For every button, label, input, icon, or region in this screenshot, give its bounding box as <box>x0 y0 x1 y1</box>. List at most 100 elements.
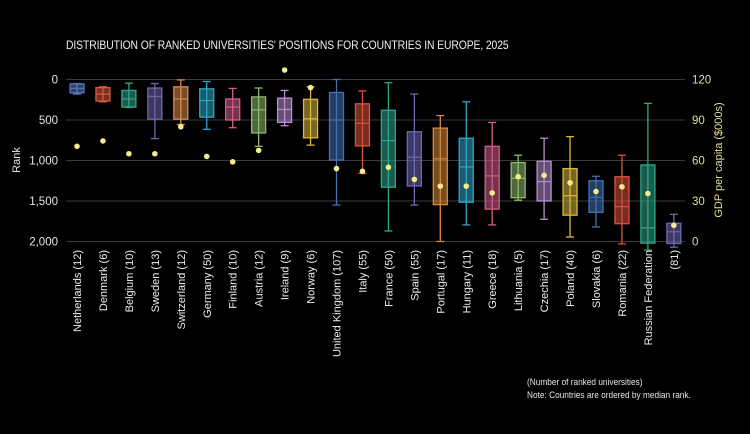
box-21 <box>614 154 630 245</box>
gdp-tick-label: 30 <box>692 196 705 208</box>
iqr-box <box>380 109 397 188</box>
gdp-dot <box>255 147 262 154</box>
category-label: (81) <box>669 250 681 270</box>
category-label: Netherlands (12) <box>72 250 84 332</box>
iqr-box <box>432 127 448 206</box>
rank-axis-title: Rank <box>11 147 23 173</box>
box-1 <box>95 86 111 103</box>
gdp-dot <box>152 150 158 157</box>
gdp-dot <box>489 190 496 196</box>
note-ordering: Note: Countries are ordered by median ra… <box>527 390 691 400</box>
category-label: Romania (22) <box>617 250 629 317</box>
box-5 <box>199 80 215 130</box>
category-label: Belgium (10) <box>124 250 136 312</box>
iqr-box <box>173 86 189 120</box>
box-11 <box>354 90 371 175</box>
category-label: Czechia (17) <box>539 250 551 312</box>
category-label: Hungary (11) <box>461 250 473 313</box>
iqr-box <box>640 164 656 244</box>
category-label: Denmark (6) <box>98 250 110 311</box>
gdp-dot <box>74 143 80 150</box>
iqr-box <box>614 176 630 225</box>
iqr-box <box>250 96 267 134</box>
gdp-dot <box>437 183 444 189</box>
gridlines <box>66 79 685 242</box>
gdp-dots <box>74 67 677 229</box>
note-number-of-universities: (Number of ranked universities) <box>527 377 643 387</box>
box-0 <box>69 82 85 95</box>
category-label: Ireland (9) <box>280 250 292 300</box>
gdp-axis-ticks: 120 90 60 30 0 <box>692 75 711 249</box>
box-19 <box>562 135 578 238</box>
category-label: Sweden (13) <box>150 250 162 312</box>
category-labels: Netherlands (12) Denmark (6) Belgium (10) S… <box>72 250 681 357</box>
gdp-dot <box>645 190 651 197</box>
gdp-dot <box>567 179 573 186</box>
box-14 <box>432 114 448 243</box>
gdp-tick-label: 60 <box>692 156 705 168</box>
gdp-tick-label: 120 <box>692 75 711 87</box>
iqr-box <box>199 88 215 118</box>
box-22 <box>640 102 656 251</box>
box-6 <box>225 87 241 129</box>
iqr-box <box>510 161 526 199</box>
gdp-tick-label: 0 <box>692 237 698 249</box>
category-label: Switzerland (12) <box>176 250 188 329</box>
gdp-dot <box>126 150 132 157</box>
box-23 <box>666 213 682 248</box>
iqr-box <box>276 97 293 124</box>
box-15 <box>458 101 474 226</box>
gdp-dot <box>671 222 677 229</box>
boxes <box>69 78 682 251</box>
box-12 <box>380 82 397 232</box>
iqr-box <box>225 98 241 121</box>
category-label: France (50) <box>383 250 395 307</box>
box-10 <box>328 78 345 206</box>
category-label: Poland (40) <box>565 250 577 307</box>
rank-tick-label: 0 <box>52 75 58 87</box>
box-13 <box>406 93 423 206</box>
chart-title: DISTRIBUTION OF RANKED UNIVERSITIES' POS… <box>66 40 509 52</box>
category-label: Norway (6) <box>306 250 318 304</box>
category-label: Russian Federation <box>643 250 655 345</box>
box-9 <box>302 86 319 146</box>
category-label: United Kingdom (107) <box>332 250 344 357</box>
category-label: Spain (55) <box>409 250 421 301</box>
gdp-dot <box>541 172 547 179</box>
box-2 <box>121 82 137 109</box>
iqr-box <box>328 91 345 161</box>
category-label: Greece (18) <box>487 250 499 309</box>
box-18 <box>536 137 552 220</box>
iqr-box <box>458 137 474 203</box>
rank-tick-label: 2,000 <box>29 237 58 249</box>
gdp-dot <box>281 67 288 73</box>
gdp-axis-title: GDP per capita ($000s) <box>713 102 725 217</box>
rank-axis-ticks: 0 500 1,000 1,500 2,000 <box>29 75 58 249</box>
rank-tick-label: 1,000 <box>29 156 58 168</box>
gdp-dot <box>515 173 521 180</box>
category-label: Portugal (17) <box>435 250 447 314</box>
gdp-dot <box>203 153 210 160</box>
category-label: Finland (10) <box>228 250 240 309</box>
box-8 <box>276 89 293 127</box>
rank-tick-label: 500 <box>39 115 58 127</box>
category-label: Italy (55) <box>357 250 369 293</box>
box-16 <box>484 121 500 226</box>
iqr-box <box>588 180 604 213</box>
iqr-box <box>354 103 371 147</box>
iqr-box <box>406 131 423 187</box>
gdp-dot <box>307 84 314 91</box>
iqr-box <box>147 87 163 120</box>
iqr-box <box>562 167 578 216</box>
category-label: Germany (50) <box>202 250 214 318</box>
box-20 <box>588 175 604 228</box>
category-label: Slovakia (6) <box>591 250 603 308</box>
category-label: Austria (12) <box>254 250 266 307</box>
category-label: Lithuania (5) <box>513 250 525 311</box>
box-7 <box>250 87 267 147</box>
gdp-dot <box>411 176 418 183</box>
chart-notes: (Number of ranked universities) Note: Co… <box>527 376 691 402</box>
gdp-dot <box>359 168 366 175</box>
iqr-box <box>484 145 500 210</box>
